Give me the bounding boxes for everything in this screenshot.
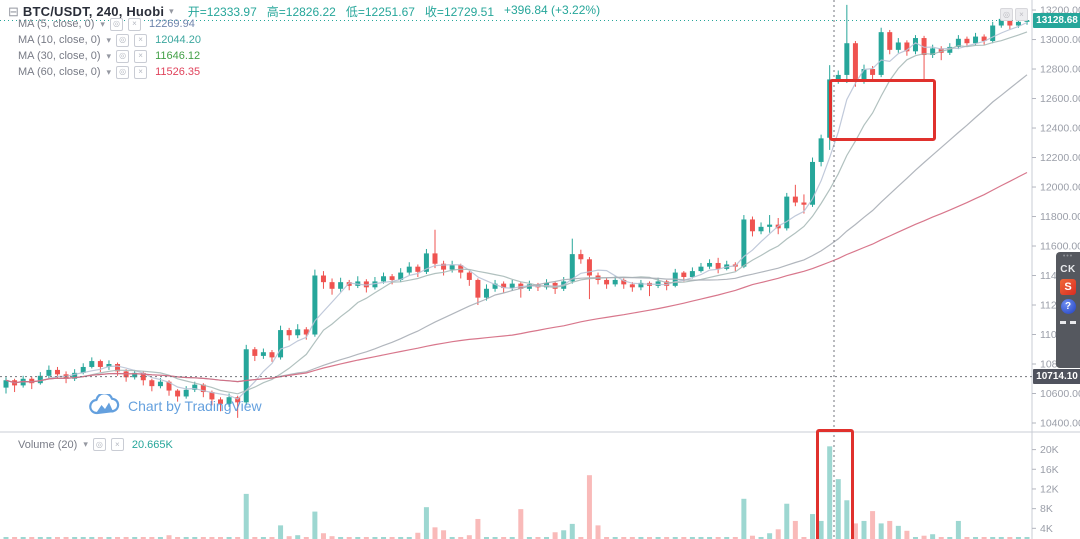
current-price-badge: 13128.68 (1033, 13, 1080, 28)
close-icon[interactable]: × (110, 438, 124, 451)
close-icon[interactable]: × (134, 65, 148, 79)
svg-text:10400.00: 10400.00 (1040, 418, 1080, 430)
tradingview-watermark[interactable]: Chart by TradingView (88, 394, 262, 418)
crosshair-price-badge: 10714.10 (1033, 369, 1080, 384)
high-label: 高= (266, 5, 286, 19)
chart-layout-icon[interactable]: ⊟ (8, 3, 19, 19)
ohlc-readout: 开=12333.97 高=12826.22 低=12251.67 收=12729… (188, 3, 600, 20)
svg-text:12600.00: 12600.00 (1040, 93, 1080, 105)
change-value: +396.84 (+3.22%) (504, 3, 601, 17)
visibility-icon[interactable]: ◎ (116, 65, 130, 79)
ime-side-toolbar[interactable]: ••• CK S ? (1056, 252, 1080, 368)
svg-text:20K: 20K (1040, 444, 1059, 456)
svg-text:12800.00: 12800.00 (1040, 64, 1080, 76)
price-line-mini-icons: ◎ × (1000, 8, 1028, 21)
svg-text:12000.00: 12000.00 (1040, 182, 1080, 194)
ma5-label: MA (5, close, 0) (18, 18, 95, 30)
close-icon[interactable]: × (134, 33, 148, 47)
svg-text:12400.00: 12400.00 (1040, 123, 1080, 135)
close-value: 12729.51 (443, 5, 494, 19)
svg-text:4K: 4K (1040, 523, 1053, 535)
volume-legend-row[interactable]: Volume (20) ▾ ◎ × 20.665K (18, 438, 173, 451)
x-box-icon[interactable]: × (1015, 8, 1028, 21)
visibility-icon[interactable]: ◎ (92, 438, 106, 451)
volume-label: Volume (20) (18, 438, 78, 451)
ma5-value: 12269.94 (148, 18, 195, 30)
annotation-rect-breakout (829, 79, 936, 141)
symbol-title[interactable]: BTC/USDT, 240, Huobi (22, 4, 165, 19)
annotation-rect-volume-spike (816, 429, 854, 539)
low-label: 低= (345, 5, 365, 19)
visibility-icon[interactable]: ◎ (116, 33, 130, 47)
sogou-icon[interactable]: S (1060, 279, 1076, 295)
volume-value: 20.665K (131, 438, 173, 451)
svg-text:10600.00: 10600.00 (1040, 388, 1080, 400)
svg-text:13000.00: 13000.00 (1040, 34, 1080, 46)
indicator-legend: MA (5, close, 0) ▾ ◎ × 12269.94 MA (10, … (18, 17, 201, 79)
ma5-legend-row[interactable]: MA (5, close, 0) ▾ ◎ × 12269.94 (18, 17, 201, 31)
chevron-down-icon[interactable]: ▾ (106, 34, 112, 45)
visibility-icon[interactable]: ◎ (116, 49, 130, 63)
ma30-label: MA (30, close, 0) (18, 50, 101, 62)
ma60-label: MA (60, close, 0) (18, 66, 101, 78)
ma60-legend-row[interactable]: MA (60, close, 0) ▾ ◎ × 11526.35 (18, 65, 201, 79)
svg-text:16K: 16K (1040, 464, 1059, 476)
ma10-legend-row[interactable]: MA (10, close, 0) ▾ ◎ × 12044.20 (18, 33, 201, 47)
open-label: 开= (187, 5, 207, 19)
chevron-down-icon[interactable]: ▾ (83, 439, 88, 449)
ma10-value: 12044.20 (155, 34, 201, 46)
high-value: 12826.22 (285, 5, 336, 19)
ime-mode-label[interactable]: CK (1060, 264, 1076, 275)
svg-text:11600.00: 11600.00 (1040, 241, 1080, 253)
svg-text:11800.00: 11800.00 (1040, 211, 1080, 223)
tradingview-cloud-icon (89, 394, 120, 415)
visibility-icon[interactable]: ◎ (109, 17, 123, 31)
ma30-legend-row[interactable]: MA (30, close, 0) ▾ ◎ × 11646.12 (18, 49, 201, 63)
open-value: 12333.97 (206, 5, 257, 19)
low-value: 12251.67 (364, 5, 415, 19)
chevron-down-icon[interactable]: ▾ (106, 66, 112, 77)
chevron-down-icon[interactable]: ▾ (106, 50, 112, 61)
svg-text:12K: 12K (1040, 483, 1059, 495)
ma30-value: 11646.12 (155, 50, 201, 62)
minimize-icon[interactable] (1060, 321, 1066, 324)
chevron-down-icon[interactable]: ▾ (169, 6, 174, 16)
close-icon[interactable]: × (127, 17, 141, 31)
grip-icon: ••• (1062, 253, 1074, 260)
restore-icon[interactable] (1070, 321, 1076, 324)
close-icon[interactable]: × (134, 49, 148, 63)
close-label: 收= (424, 5, 444, 19)
svg-text:12200.00: 12200.00 (1040, 152, 1080, 164)
svg-text:8K: 8K (1040, 503, 1053, 515)
watermark-text: Chart by TradingView (128, 398, 262, 414)
ma10-label: MA (10, close, 0) (18, 34, 101, 46)
ma60-value: 11526.35 (155, 66, 201, 78)
dot-box-icon[interactable]: ◎ (1000, 8, 1013, 21)
chevron-down-icon[interactable]: ▾ (100, 18, 105, 29)
symbol-header: ⊟ BTC/USDT, 240, Huobi ▾ 开=12333.97 高=12… (8, 3, 600, 20)
help-icon[interactable]: ? (1060, 299, 1076, 314)
